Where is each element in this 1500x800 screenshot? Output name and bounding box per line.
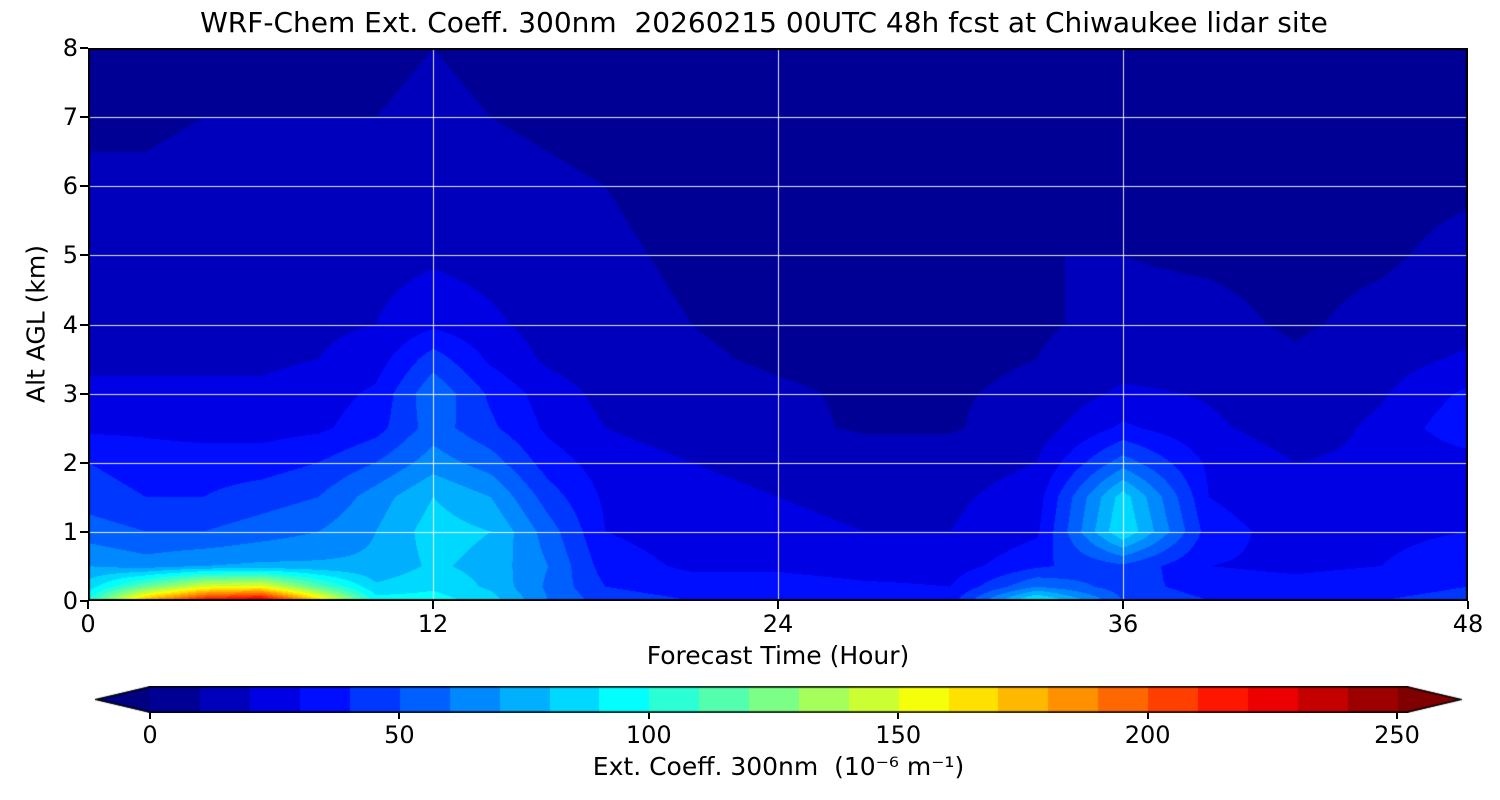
chart-title: WRF-Chem Ext. Coeff. 300nm 20260215 00UT… <box>200 6 1328 39</box>
heatmap-plot <box>88 48 1468 601</box>
colorbar-tick-label: 200 <box>1124 721 1171 749</box>
y-tick-label: 8 <box>62 34 78 62</box>
y-tick-mark <box>80 116 88 119</box>
colorbar-tick-label: 0 <box>142 721 158 749</box>
colorbar-label: Ext. Coeff. 300nm (10⁻⁶ m⁻¹) <box>592 752 965 781</box>
y-tick-mark <box>80 600 88 602</box>
colorbar-tick-label: 150 <box>875 721 922 749</box>
y-tick-mark <box>80 392 88 395</box>
x-tick-mark <box>87 601 89 609</box>
y-tick-mark <box>80 323 88 326</box>
y-tick-label: 1 <box>62 517 78 546</box>
x-tick-label: 12 <box>417 610 449 638</box>
y-tick-label: 6 <box>62 172 78 201</box>
y-tick-mark <box>80 254 88 257</box>
x-tick-mark <box>1467 601 1469 609</box>
colorbar <box>95 686 1462 713</box>
y-tick-label: 0 <box>62 587 78 615</box>
colorbar-tick-mark <box>149 713 151 719</box>
colorbar-tick-mark <box>398 713 401 719</box>
y-tick-mark <box>80 47 88 49</box>
x-axis-label: Forecast Time (Hour) <box>646 641 910 670</box>
y-tick-label: 5 <box>62 241 78 270</box>
colorbar-tick-mark <box>897 713 900 719</box>
y-tick-mark <box>80 530 88 533</box>
y-tick-mark <box>80 461 88 464</box>
x-tick-label: 48 <box>1452 610 1484 638</box>
x-tick-mark <box>432 601 434 609</box>
colorbar-tick-mark <box>1146 713 1149 719</box>
y-tick-label: 4 <box>62 310 78 339</box>
x-tick-label: 24 <box>762 610 794 638</box>
y-tick-label: 2 <box>62 448 78 477</box>
y-tick-label: 7 <box>62 103 78 132</box>
colorbar-tick-mark <box>647 713 650 719</box>
x-tick-label: 36 <box>1107 610 1139 638</box>
y-tick-mark <box>80 185 88 188</box>
colorbar-tick-label: 250 <box>1374 721 1420 749</box>
y-tick-label: 3 <box>62 379 78 408</box>
x-tick-mark <box>777 601 779 609</box>
colorbar-tick-label: 50 <box>384 721 415 749</box>
x-tick-label: 0 <box>80 610 96 638</box>
colorbar-tick-label: 100 <box>625 721 672 749</box>
x-tick-mark <box>1122 601 1124 609</box>
colorbar-tick-mark <box>1396 713 1399 719</box>
